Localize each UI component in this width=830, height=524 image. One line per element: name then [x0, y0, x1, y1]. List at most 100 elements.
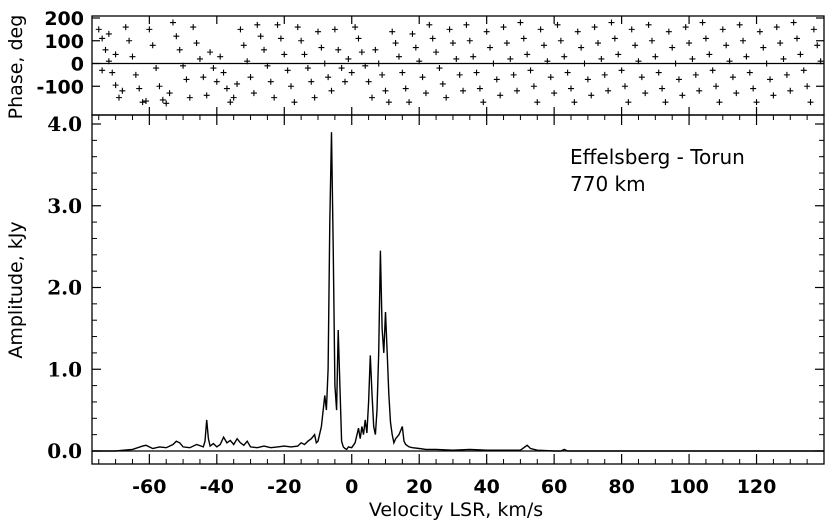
- phase-point: [500, 24, 507, 31]
- phase-point: [618, 67, 625, 74]
- x-tick-label: -60: [132, 476, 166, 498]
- phase-point: [514, 87, 521, 94]
- phase-point: [429, 35, 436, 42]
- phase-point: [294, 24, 301, 31]
- phase-point: [244, 58, 251, 65]
- phase-point: [635, 58, 642, 65]
- phase-point: [220, 69, 227, 76]
- x-tick-label: 20: [406, 476, 432, 498]
- phase-point: [696, 87, 703, 94]
- phase-point: [490, 60, 497, 67]
- phase-point: [632, 42, 639, 49]
- phase-point: [213, 78, 220, 85]
- phase-point: [166, 90, 173, 97]
- phase-point: [551, 90, 558, 97]
- phase-point: [594, 40, 601, 47]
- phase-point: [453, 55, 460, 62]
- phase-point: [379, 71, 386, 78]
- phase-point: [736, 21, 743, 28]
- phase-point: [298, 37, 305, 44]
- phase-point: [392, 40, 399, 47]
- phase-point: [412, 44, 419, 51]
- phase-point: [156, 83, 163, 90]
- phase-point: [537, 26, 544, 33]
- phase-point: [105, 58, 112, 65]
- phase-point: [578, 44, 585, 51]
- phase-point: [163, 100, 170, 107]
- phase-point: [126, 37, 133, 44]
- phase-point: [271, 94, 278, 101]
- phase-point: [169, 19, 176, 26]
- phase-point: [601, 71, 608, 78]
- phase-point: [783, 71, 790, 78]
- phase-point: [416, 58, 423, 65]
- phase-point: [109, 69, 116, 76]
- phase-point: [203, 92, 210, 99]
- phase-point: [682, 24, 689, 31]
- phase-point: [318, 44, 325, 51]
- phase-point: [210, 65, 217, 72]
- phase-point: [301, 51, 308, 58]
- phase-point: [645, 21, 652, 28]
- phase-point: [122, 24, 129, 31]
- phase-point: [443, 94, 450, 101]
- phase-point: [487, 44, 494, 51]
- phase-point: [375, 60, 382, 67]
- phase-point: [672, 60, 679, 67]
- phase-y-tick-label: 100: [44, 31, 84, 53]
- phase-point: [794, 35, 801, 42]
- baseline-length-annotation: 770 km: [570, 172, 646, 196]
- phase-point: [345, 55, 352, 62]
- phase-point: [810, 26, 817, 33]
- phase-point: [648, 37, 655, 44]
- phase-point: [149, 42, 156, 49]
- phase-points-group: [95, 19, 824, 107]
- phase-point: [665, 28, 672, 35]
- phase-point: [483, 28, 490, 35]
- phase-point: [358, 49, 365, 56]
- phase-point: [723, 42, 730, 49]
- phase-point: [564, 69, 571, 76]
- phase-point: [446, 26, 453, 33]
- phase-point: [480, 99, 487, 106]
- phase-point: [588, 92, 595, 99]
- phase-point: [638, 74, 645, 81]
- phase-point: [777, 40, 784, 47]
- x-axis-label: Velocity LSR, km/s: [369, 499, 543, 521]
- phase-point: [692, 71, 699, 78]
- amplitude-y-ticks: 0.0 1.0 2.0 3.0 4.0: [47, 112, 824, 463]
- phase-point: [770, 92, 777, 99]
- phase-point: [341, 78, 348, 85]
- phase-point: [153, 65, 160, 72]
- phase-point: [534, 99, 541, 106]
- x-tick-label: -20: [267, 476, 301, 498]
- phase-point: [669, 44, 676, 51]
- x-tick-label: 80: [608, 476, 634, 498]
- phase-point: [517, 19, 524, 26]
- phase-point: [449, 40, 456, 47]
- phase-point: [790, 19, 797, 26]
- phase-point: [419, 74, 426, 81]
- phase-point: [503, 40, 510, 47]
- phase-point: [102, 46, 109, 53]
- phase-point: [348, 69, 355, 76]
- phase-point: [524, 51, 531, 58]
- phase-point: [395, 53, 402, 60]
- phase-point: [365, 78, 372, 85]
- phase-point: [598, 55, 605, 62]
- phase-point: [675, 76, 682, 83]
- phase-point: [800, 67, 807, 74]
- phase-point: [473, 69, 480, 76]
- phase-point: [277, 35, 284, 42]
- phase-point: [399, 69, 406, 76]
- phase-point: [99, 35, 106, 42]
- phase-point: [207, 49, 214, 56]
- amplitude-y-tick-label: 0.0: [47, 439, 82, 463]
- phase-point: [385, 99, 392, 106]
- phase-point: [642, 90, 649, 97]
- phase-point: [510, 71, 517, 78]
- phase-point: [217, 53, 224, 60]
